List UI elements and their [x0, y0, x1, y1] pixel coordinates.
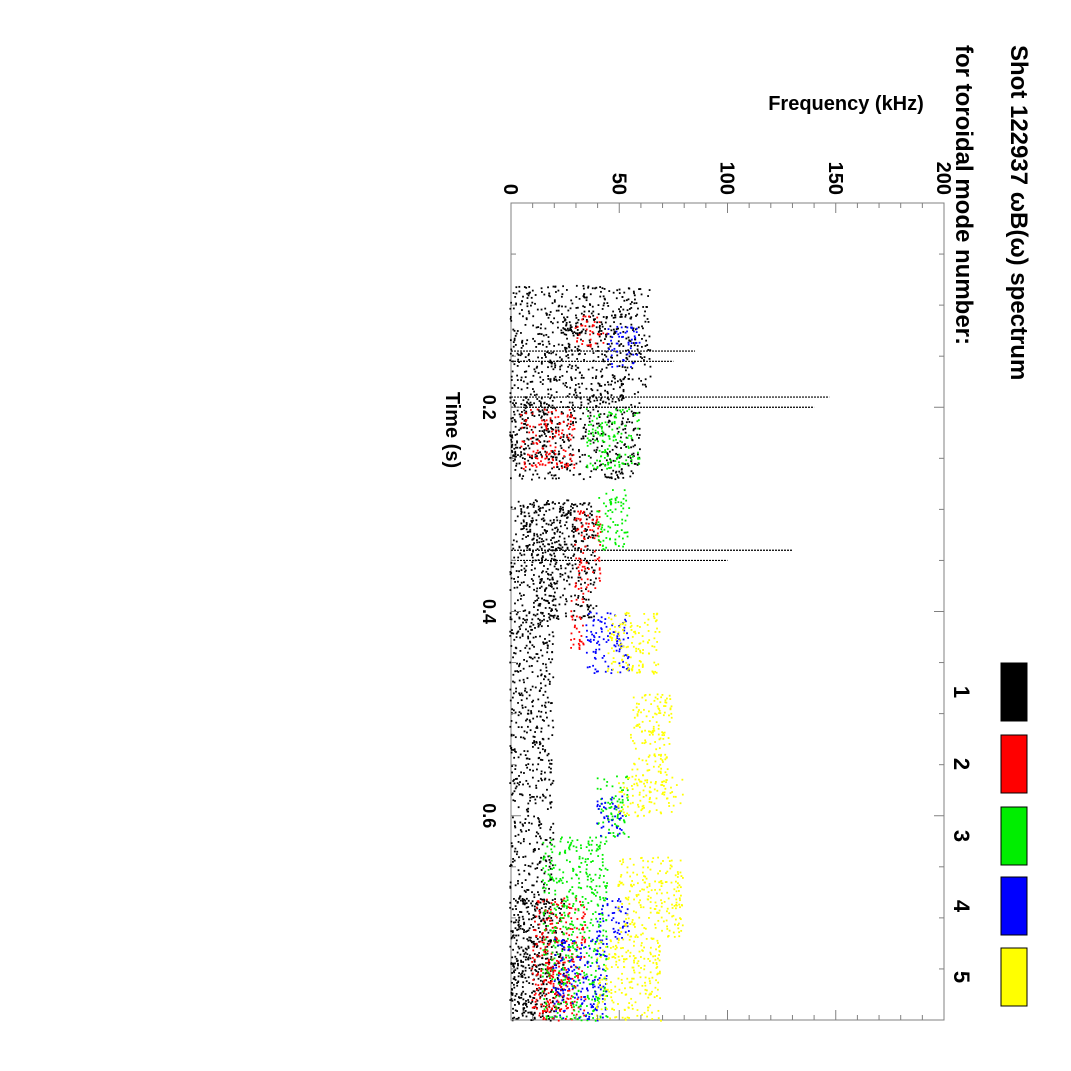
series-1-cluster: [535, 552, 559, 624]
legend-label: 2: [949, 758, 974, 770]
legend-item-2: 2: [949, 734, 1028, 794]
x-tick-label: 0.4: [479, 599, 499, 624]
chart-title: Shot 122937 ωB(ω) spectrum: [1005, 45, 1032, 380]
legend-item-1: 1: [949, 662, 1028, 722]
series-5-cluster: [617, 856, 684, 940]
legend-swatch: [1000, 876, 1028, 936]
legend-swatch: [1000, 734, 1028, 794]
legend-swatch: [1000, 947, 1028, 1007]
legend-item-4: 4: [949, 876, 1028, 936]
y-tick-label: 0: [499, 184, 521, 195]
series-1-cluster: [509, 897, 566, 1022]
series-4-cluster: [596, 898, 630, 940]
x-axis-label: Time (s): [441, 392, 463, 468]
legend-label: 3: [949, 830, 974, 842]
series-4-cluster: [552, 938, 608, 1022]
series-2-cluster: [520, 408, 576, 470]
y-axis-label: Frequency (kHz): [768, 93, 924, 115]
series-4-cluster: [607, 325, 641, 368]
legend-label: 4: [949, 900, 974, 913]
legend-label: 5: [949, 971, 974, 983]
data-points: [509, 284, 830, 1022]
series-2-cluster: [574, 510, 602, 593]
legend-swatch: [1000, 662, 1028, 722]
legend-label: 1: [949, 686, 974, 698]
series-3: [541, 408, 641, 1022]
chart-subtitle: for toroidal mode number:: [950, 45, 977, 345]
series-3-cluster: [596, 489, 631, 551]
series-4-cluster: [585, 611, 630, 675]
y-tick-label: 100: [716, 162, 738, 195]
series-2-cluster: [570, 592, 585, 650]
series-3-cluster: [585, 408, 641, 470]
series-4-cluster: [596, 795, 624, 837]
series-2-cluster: [574, 315, 609, 348]
series-5-cluster: [629, 693, 673, 777]
series-5: [595, 611, 684, 1022]
legend-item-3: 3: [949, 806, 1028, 866]
axes: 0.2 0.4 0.6 0 50 100 150 200: [479, 162, 954, 1021]
legend-item-5: 5: [949, 947, 1028, 1007]
series-4: [552, 325, 641, 1022]
y-tick-label: 150: [824, 162, 846, 195]
series-1-cluster: [520, 499, 576, 552]
series-5-cluster: [617, 775, 684, 818]
series-1-cluster: [563, 316, 618, 337]
legend-swatch: [1000, 806, 1028, 866]
series-5-cluster: [595, 938, 662, 1022]
series-5-cluster: [606, 611, 661, 675]
y-tick-label: 200: [932, 162, 954, 195]
legend: 1 2 3 4 5: [949, 662, 1028, 1007]
y-tick-label: 50: [607, 173, 629, 195]
series-3-cluster: [541, 836, 609, 1022]
x-tick-label: 0.2: [479, 395, 499, 420]
x-tick-label: 0.6: [479, 803, 499, 828]
